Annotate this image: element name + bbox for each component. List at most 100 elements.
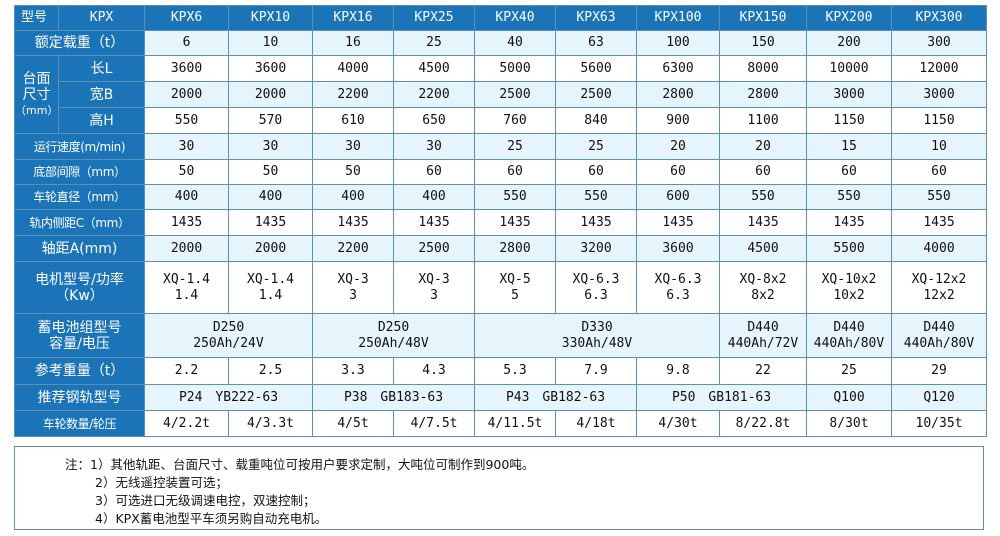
row-label: 轴距A(mm) xyxy=(14,235,145,262)
value-cell: 6300 xyxy=(636,55,720,82)
value-cell: 25 xyxy=(806,357,892,385)
motor-model: XQ-8x2 xyxy=(739,271,787,287)
value-cell: 2000 xyxy=(228,81,313,108)
value-cell: 1435 xyxy=(393,209,475,236)
value-cell: 3600 xyxy=(228,55,313,82)
value-cell: 5000 xyxy=(474,55,556,82)
value-cell: 2.2 xyxy=(144,357,229,385)
value-cell: 6 xyxy=(144,30,229,56)
battery-capacity: 440Ah/80V xyxy=(903,335,975,351)
model-cell: KPX150 xyxy=(719,5,807,31)
note-line: 3）可选进口无级调速电控，双速控制； xyxy=(95,493,316,508)
motor-power: 8x2 xyxy=(751,287,775,303)
value-cell: 550 xyxy=(555,184,637,210)
value-cell: 4000 xyxy=(312,55,394,82)
value-cell: 5500 xyxy=(806,235,892,262)
value-cell: 4500 xyxy=(719,235,807,262)
value-cell: 9.8 xyxy=(636,357,720,385)
row-label: 车轮数量/轮压 xyxy=(14,410,145,437)
motor-cell: XQ-12x2 12x2 xyxy=(891,261,987,314)
wheelbase-row: 轴距A(mm) 2000 2000 2200 2500 2800 3200 36… xyxy=(14,235,987,262)
value-cell: 570 xyxy=(228,107,313,134)
value-cell: 4.3 xyxy=(393,357,475,385)
model-cell: KPX16 xyxy=(312,5,394,31)
header-row: 型号 KPX KPX6 KPX10 KPX16 KPX25 KPX40 KPX6… xyxy=(14,5,987,31)
model-cell: KPX40 xyxy=(474,5,556,31)
motor-cell: XQ-3 3 xyxy=(312,261,394,314)
motor-cell: XQ-5 5 xyxy=(474,261,556,314)
value-cell: 1435 xyxy=(228,209,313,236)
battery-label-1: 蓄电池组型号 xyxy=(37,319,122,336)
value-cell: 2200 xyxy=(312,235,394,262)
battery-model: D330 xyxy=(581,319,613,335)
motor-label-2: （Kw） xyxy=(55,287,104,304)
value-cell: 2200 xyxy=(312,81,394,108)
value-cell: 1435 xyxy=(891,209,987,236)
value-cell: 4/7.5t xyxy=(393,410,475,437)
model-cell: KPX25 xyxy=(393,5,475,31)
motor-cell: XQ-3 3 xyxy=(393,261,475,314)
value-cell: 1435 xyxy=(719,209,807,236)
value-cell: 5600 xyxy=(555,55,637,82)
value-cell: 2000 xyxy=(228,235,313,262)
value-cell: 550 xyxy=(474,184,556,210)
rail-row: 推荐钢轨型号 P24 YB222-63 P38 GB183-63 P43 GB182… xyxy=(14,384,987,411)
load-row: 额定载重（t） 6 10 16 25 40 63 100 150 200 300 xyxy=(14,30,987,56)
motor-cell: XQ-10x2 10x2 xyxy=(806,261,892,314)
value-cell: 30 xyxy=(144,133,229,160)
value-cell: 840 xyxy=(555,107,637,134)
motor-power: 3 xyxy=(430,287,438,303)
row-label: 额定载重（t） xyxy=(14,30,145,56)
motor-model: XQ-1.4 xyxy=(247,271,294,287)
battery-capacity: 250Ah/48V xyxy=(358,335,429,351)
value-cell: 2500 xyxy=(474,81,556,108)
value-cell: 30 xyxy=(228,133,313,160)
value-cell: 1435 xyxy=(144,209,229,236)
gauge-row: 轨内侧距C（mm） 1435 1435 1435 1435 1435 1435 … xyxy=(14,209,987,236)
battery-cell: D440 440Ah/80V xyxy=(891,313,987,358)
battery-cell: D440 440Ah/80V xyxy=(806,313,892,358)
note-line: 注：1）其他轨距、台面尺寸、载重吨位可按用户要求定制，大吨位可制作到900吨。 xyxy=(65,457,535,472)
series-label: KPX xyxy=(58,5,145,31)
value-cell: 20 xyxy=(636,133,720,160)
battery-label-2: 容量/电压 xyxy=(49,335,110,352)
value-cell: 8/22.8t xyxy=(719,410,807,437)
rail-cell: P24 YB222-63 xyxy=(144,384,313,411)
table-size-label-3: （mm） xyxy=(15,103,59,117)
value-cell: 2500 xyxy=(555,81,637,108)
value-cell: 10 xyxy=(228,30,313,56)
table-size-label-2: 尺寸 xyxy=(22,86,51,103)
value-cell: 1435 xyxy=(312,209,394,236)
value-cell: 4/18t xyxy=(555,410,637,437)
motor-power: 6.3 xyxy=(584,287,608,303)
value-cell: 550 xyxy=(806,184,892,210)
value-cell: 3600 xyxy=(636,235,720,262)
model-cell: KPX300 xyxy=(891,5,987,31)
value-cell: 1150 xyxy=(891,107,987,134)
battery-model: D440 xyxy=(747,319,779,335)
value-cell: 25 xyxy=(474,133,556,160)
value-cell: 4/30t xyxy=(636,410,720,437)
value-cell: 2200 xyxy=(393,81,475,108)
motor-model: XQ-6.3 xyxy=(654,271,702,287)
row-label: 宽B xyxy=(58,81,145,108)
value-cell: 3.3 xyxy=(312,357,394,385)
value-cell: 30 xyxy=(312,133,394,160)
row-label: 推荐钢轨型号 xyxy=(14,384,145,411)
battery-cell: D330 330Ah/48V xyxy=(474,313,720,358)
value-cell: 12000 xyxy=(891,55,987,82)
row-label: 蓄电池组型号 容量/电压 xyxy=(14,313,145,358)
battery-capacity: 330Ah/48V xyxy=(561,335,633,351)
value-cell: 4/11.5t xyxy=(474,410,556,437)
value-cell: 4/5t xyxy=(312,410,394,437)
value-cell: 400 xyxy=(228,184,313,210)
row-label: 运行速度(m/min) xyxy=(14,133,145,160)
value-cell: 1435 xyxy=(636,209,720,236)
motor-model: XQ-1.4 xyxy=(163,271,210,287)
motor-model: XQ-10x2 xyxy=(821,271,877,287)
row-label: 参考重量（t） xyxy=(14,357,145,385)
value-cell: 3000 xyxy=(891,81,987,108)
table-size-label-1: 台面 xyxy=(22,70,51,87)
value-cell: 15 xyxy=(806,133,892,160)
battery-model: D250 xyxy=(212,319,245,335)
